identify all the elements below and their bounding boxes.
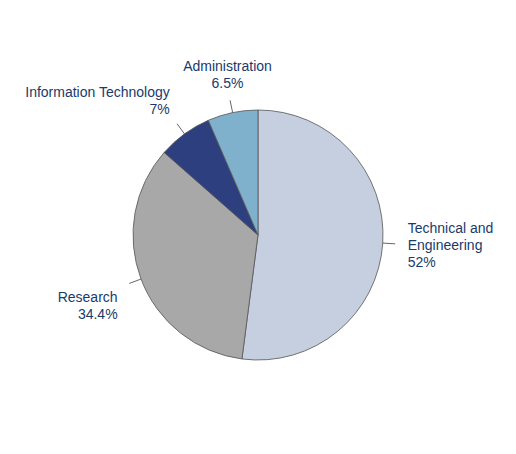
- slice-label: Information Technology7%: [25, 84, 170, 117]
- pie-chart: Technical andEngineering52% Research34.4%…: [0, 0, 516, 454]
- connector-line: [230, 100, 233, 112]
- value-label: 7%: [150, 101, 170, 117]
- value-label: 52%: [408, 254, 436, 270]
- connector-line: [129, 279, 141, 283]
- slice-label: Research34.4%: [58, 289, 118, 322]
- wedges: [133, 110, 383, 360]
- wedge: [208, 110, 258, 235]
- value-label: 6.5%: [212, 75, 244, 91]
- category-label: Administration: [183, 58, 272, 74]
- labels: Technical andEngineering52% Research34.4%…: [25, 58, 493, 322]
- slice-label: Administration6.5%: [183, 58, 272, 91]
- category-label: Research: [58, 289, 118, 305]
- category-label: Technical and: [408, 220, 494, 236]
- slice-label: Technical andEngineering52%: [408, 220, 494, 270]
- connector-line: [383, 243, 395, 245]
- category-label: Information Technology: [25, 84, 170, 100]
- value-label: 34.4%: [78, 306, 118, 322]
- wedge: [242, 110, 383, 360]
- category-label: Engineering: [408, 237, 483, 253]
- chart: Technical andEngineering52% Research34.4%…: [0, 0, 516, 454]
- connector-line: [177, 124, 184, 134]
